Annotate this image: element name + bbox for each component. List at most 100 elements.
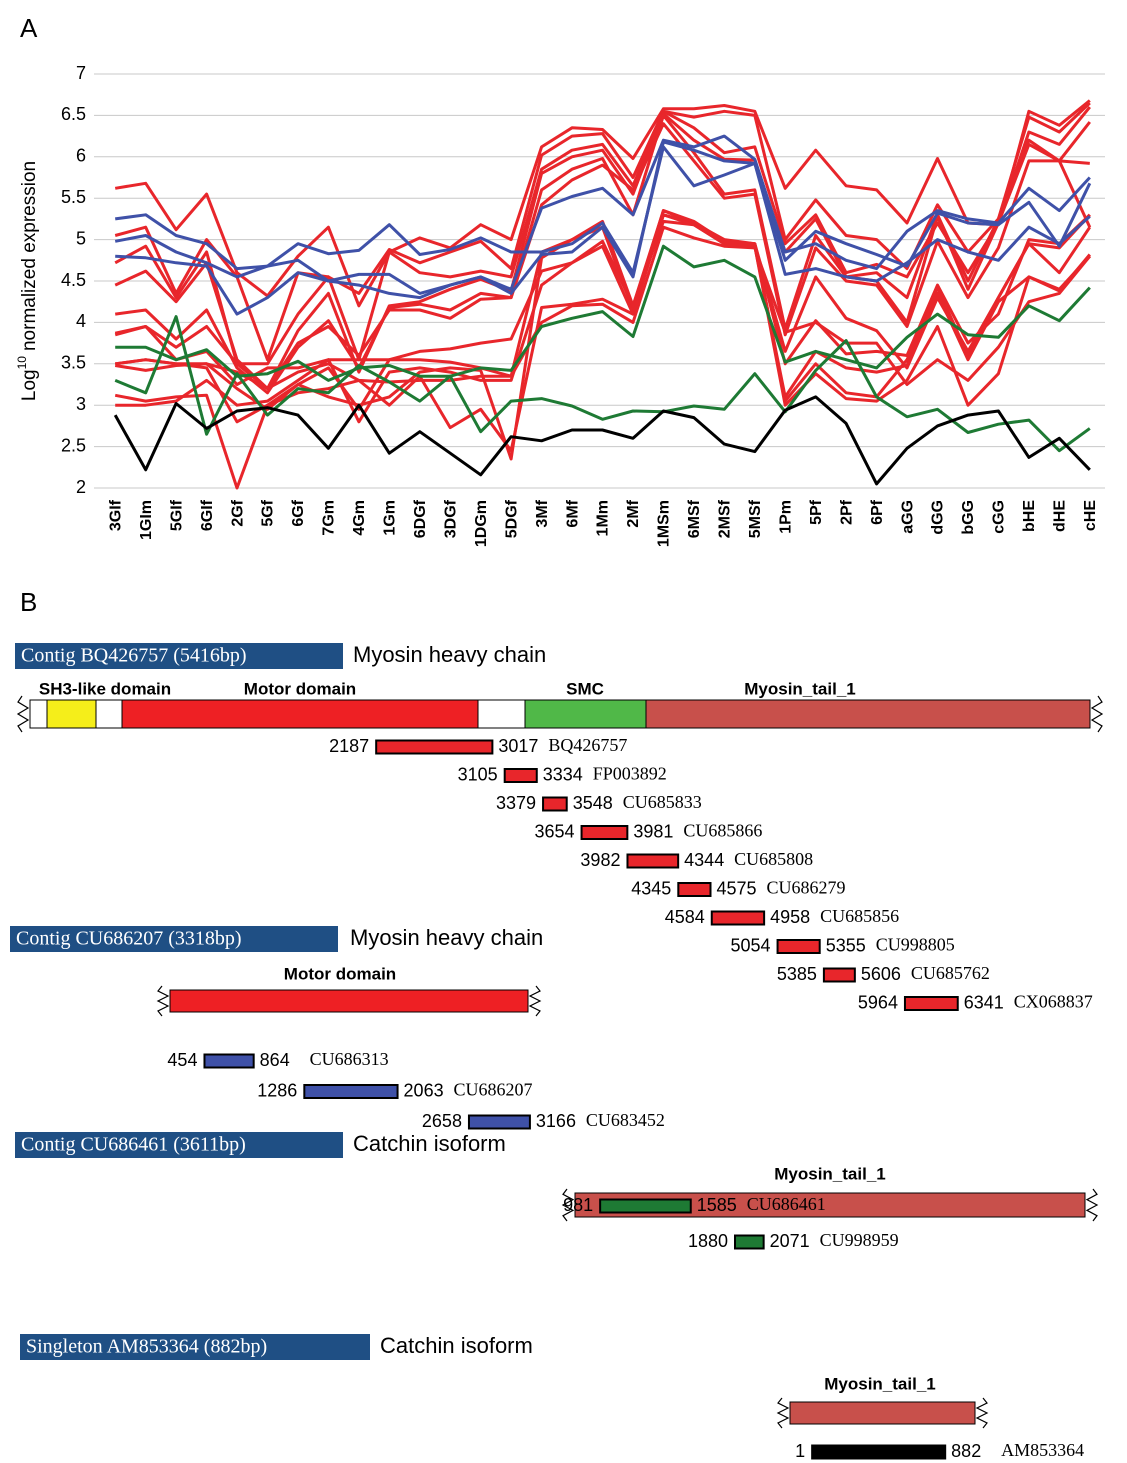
read-start: 3379 bbox=[496, 793, 536, 813]
read-start: 1286 bbox=[257, 1080, 297, 1100]
read-end: 3334 bbox=[543, 764, 583, 784]
read-id: CU686279 bbox=[767, 878, 846, 898]
contig-title: Contig BQ426757 (5416bp) bbox=[21, 645, 247, 667]
domain-segment bbox=[46, 699, 97, 729]
x-tick-label: 6Mf bbox=[564, 499, 581, 527]
series-line bbox=[114, 122, 1092, 391]
read-id: CU685833 bbox=[623, 792, 702, 812]
x-tick-label: 7Gm bbox=[321, 500, 338, 536]
x-tick-label: 5DGf bbox=[503, 499, 520, 538]
read-id: CU686461 bbox=[747, 1194, 826, 1214]
domain-label: Myosin_tail_1 bbox=[774, 1164, 886, 1183]
read-bar bbox=[903, 996, 959, 1011]
read-id: CU686207 bbox=[454, 1080, 533, 1100]
x-tick-label: 1MSm bbox=[656, 500, 673, 547]
read-bar bbox=[203, 1053, 255, 1069]
contig-description: Catchin isoform bbox=[353, 1131, 506, 1156]
read-start: 2658 bbox=[422, 1111, 462, 1131]
read-bar bbox=[822, 967, 856, 983]
read-id: CU998805 bbox=[876, 935, 955, 955]
contig-header-box bbox=[20, 1334, 370, 1360]
domain-segment bbox=[477, 699, 526, 729]
read-id: CU998959 bbox=[820, 1230, 899, 1250]
read-bar bbox=[580, 825, 629, 840]
read-id: CU683452 bbox=[586, 1110, 665, 1130]
series-line bbox=[115, 113, 1090, 395]
series-line bbox=[115, 213, 1091, 424]
domain-label: Myosin_tail_1 bbox=[744, 679, 856, 698]
x-tick-label: 1GIm bbox=[138, 500, 155, 540]
contig-title: Singleton AM853364 (882bp) bbox=[26, 1336, 267, 1358]
y-tick-label: 5 bbox=[76, 228, 86, 248]
read-bar bbox=[811, 1444, 947, 1460]
x-tick-label: cGG bbox=[991, 500, 1008, 534]
break-mark bbox=[156, 985, 170, 1017]
y-tick-label: 6.5 bbox=[61, 104, 86, 124]
series-line bbox=[114, 225, 1091, 391]
x-tick-label: bHE bbox=[1021, 500, 1038, 532]
read-bar bbox=[503, 768, 538, 783]
y-axis-label-text: normalized expression bbox=[19, 161, 40, 351]
y-axis-label-superscript: 10 bbox=[15, 356, 29, 370]
read-id: FP003892 bbox=[593, 764, 667, 784]
y-tick-label: 6 bbox=[76, 146, 86, 166]
break-mark bbox=[776, 1397, 790, 1429]
x-tick-label: 5Gf bbox=[260, 499, 277, 526]
contig-description: Myosin heavy chain bbox=[353, 642, 546, 667]
read-start: 3982 bbox=[580, 850, 620, 870]
domain-segment bbox=[645, 699, 1091, 729]
break-mark bbox=[16, 695, 30, 733]
y-tick-label: 4 bbox=[76, 311, 86, 331]
x-tick-label: 1Mm bbox=[595, 500, 612, 536]
contig-header-box bbox=[10, 926, 338, 952]
x-tick-label: 1DGm bbox=[473, 500, 490, 547]
read-bar bbox=[467, 1114, 531, 1130]
read-bar bbox=[710, 910, 766, 926]
read-bar bbox=[303, 1084, 399, 1099]
y-tick-label: 7 bbox=[76, 63, 86, 83]
read-start: 2187 bbox=[329, 736, 369, 756]
x-tick-label: 2Mf bbox=[625, 499, 642, 527]
series-line bbox=[114, 106, 1091, 366]
x-tick-label: 3GIf bbox=[107, 499, 124, 531]
contig-title: Contig CU686207 (3318bp) bbox=[16, 928, 242, 950]
x-tick-label: 6Gf bbox=[290, 499, 307, 526]
x-tick-label: 1Gm bbox=[382, 500, 399, 536]
contig-title: Contig CU686461 (3611bp) bbox=[21, 1134, 246, 1156]
read-end: 3981 bbox=[633, 821, 673, 841]
domain-segment bbox=[524, 699, 647, 729]
read-start: 1880 bbox=[688, 1231, 728, 1251]
read-end: 2071 bbox=[770, 1231, 810, 1251]
read-id: CU685866 bbox=[683, 821, 762, 841]
y-tick-label: 2 bbox=[76, 477, 86, 497]
x-tick-label: 6Pf bbox=[869, 499, 886, 525]
read-end: 4958 bbox=[770, 907, 810, 927]
read-end: 882 bbox=[951, 1441, 981, 1461]
y-tick-label: 3.5 bbox=[61, 353, 86, 373]
read-start: 5385 bbox=[777, 964, 817, 984]
domain-label: Motor domain bbox=[244, 679, 356, 698]
x-tick-label: dHE bbox=[1052, 500, 1069, 532]
x-tick-label: 6MSf bbox=[686, 499, 703, 538]
x-tick-label: 6GIf bbox=[199, 499, 216, 531]
contig-header-box bbox=[15, 1132, 343, 1158]
x-tick-label: 5MSf bbox=[747, 499, 764, 538]
read-start: 981 bbox=[563, 1195, 593, 1215]
x-tick-label: 2Pf bbox=[838, 499, 855, 525]
read-end: 3548 bbox=[573, 793, 613, 813]
read-id: CX068837 bbox=[1014, 992, 1093, 1012]
x-tick-label: 6DGf bbox=[412, 499, 429, 538]
read-end: 5355 bbox=[826, 935, 866, 955]
x-tick-label: 2MSf bbox=[717, 499, 734, 538]
read-end: 5606 bbox=[861, 964, 901, 984]
series-line bbox=[114, 99, 1091, 308]
read-id: CU686313 bbox=[310, 1049, 389, 1069]
series-line bbox=[113, 395, 1091, 486]
read-start: 454 bbox=[167, 1050, 197, 1070]
read-end: 6341 bbox=[964, 992, 1004, 1012]
read-start: 3105 bbox=[458, 764, 498, 784]
read-id: BQ426757 bbox=[548, 735, 627, 755]
domain-segment bbox=[169, 989, 529, 1013]
break-mark bbox=[975, 1397, 989, 1429]
